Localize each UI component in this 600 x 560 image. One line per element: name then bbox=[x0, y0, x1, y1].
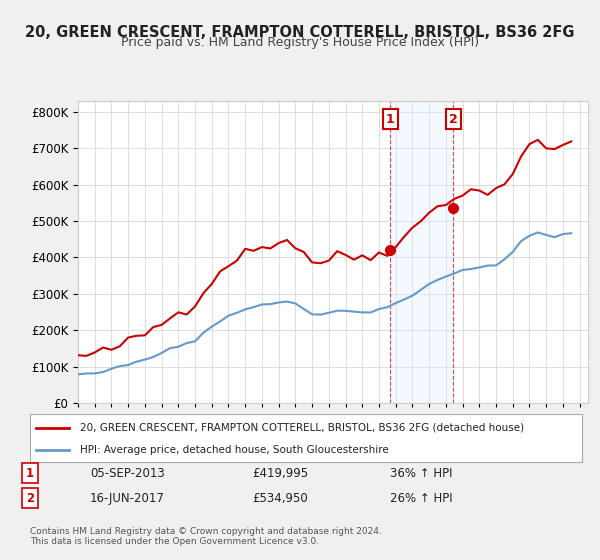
Text: 1: 1 bbox=[26, 466, 34, 480]
Text: 16-JUN-2017: 16-JUN-2017 bbox=[90, 492, 165, 505]
Text: £534,950: £534,950 bbox=[252, 492, 308, 505]
Text: 05-SEP-2013: 05-SEP-2013 bbox=[90, 466, 165, 480]
Text: 20, GREEN CRESCENT, FRAMPTON COTTERELL, BRISTOL, BS36 2FG (detached house): 20, GREEN CRESCENT, FRAMPTON COTTERELL, … bbox=[80, 423, 524, 433]
Text: 26% ↑ HPI: 26% ↑ HPI bbox=[390, 492, 452, 505]
Text: Price paid vs. HM Land Registry's House Price Index (HPI): Price paid vs. HM Land Registry's House … bbox=[121, 36, 479, 49]
Text: £419,995: £419,995 bbox=[252, 466, 308, 480]
Text: 20, GREEN CRESCENT, FRAMPTON COTTERELL, BRISTOL, BS36 2FG: 20, GREEN CRESCENT, FRAMPTON COTTERELL, … bbox=[25, 25, 575, 40]
Text: 1: 1 bbox=[386, 113, 395, 125]
Text: Contains HM Land Registry data © Crown copyright and database right 2024.
This d: Contains HM Land Registry data © Crown c… bbox=[30, 526, 382, 546]
Text: 2: 2 bbox=[449, 113, 458, 125]
Text: 2: 2 bbox=[26, 492, 34, 505]
Text: 36% ↑ HPI: 36% ↑ HPI bbox=[390, 466, 452, 480]
Text: HPI: Average price, detached house, South Gloucestershire: HPI: Average price, detached house, Sout… bbox=[80, 445, 388, 455]
Bar bbox=[390, 101, 454, 403]
